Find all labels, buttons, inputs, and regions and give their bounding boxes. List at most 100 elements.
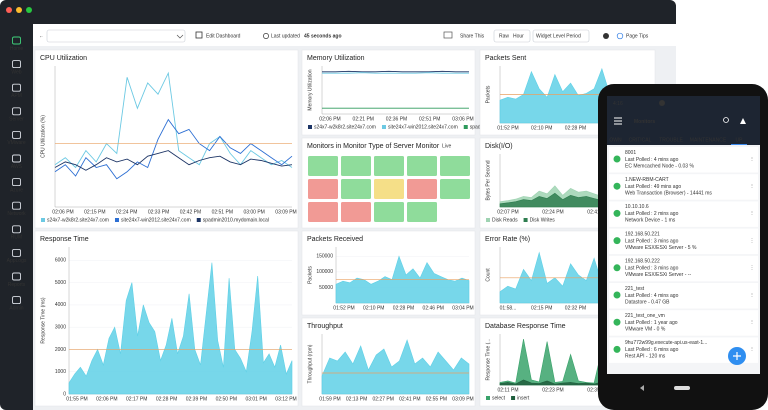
legend-label[interactable]: s24x7-w2k8r2.site24x7.com [314, 124, 376, 130]
tab[interactable]: CRITICAL [629, 137, 652, 143]
back-arrow[interactable]: ← [39, 33, 44, 39]
tv-icon[interactable] [443, 31, 453, 39]
monitor-tile[interactable] [374, 179, 404, 199]
monitor-tile[interactable] [407, 202, 437, 222]
item-menu[interactable]: ⋮ [750, 238, 755, 244]
search-icon[interactable] [723, 117, 729, 123]
area [321, 339, 470, 395]
widget-title: Response Time [40, 236, 89, 243]
item-menu[interactable]: ⋮ [750, 211, 755, 217]
item-menu[interactable]: ⋮ [750, 265, 755, 271]
x-tick-label: 02:11 PM [497, 387, 518, 393]
list-item[interactable] [609, 174, 758, 200]
legend-label[interactable]: Disk Writes [530, 217, 556, 223]
sidebar-icon[interactable] [12, 83, 21, 92]
monitor-tile[interactable] [308, 179, 338, 199]
list-item[interactable] [609, 310, 758, 336]
share-this[interactable]: Share This [460, 33, 485, 39]
sidebar-icon[interactable] [12, 201, 21, 210]
monitor-tile[interactable] [341, 156, 371, 176]
sidebar-icon[interactable] [12, 225, 21, 234]
item-menu[interactable]: ⋮ [750, 156, 755, 162]
page-tips[interactable]: Page Tips [626, 33, 649, 39]
legend-label[interactable]: insert [517, 395, 530, 401]
list-item[interactable] [609, 255, 758, 282]
last-updated: Last updated [271, 33, 300, 39]
widget-card [301, 49, 476, 136]
list-item[interactable] [609, 228, 758, 255]
sidebar-icon[interactable] [12, 272, 21, 281]
tab[interactable]: OWN [609, 137, 622, 143]
raw-hour-toggle[interactable] [493, 29, 531, 43]
legend-label[interactable]: Disk Reads [492, 217, 518, 223]
monitor-tile[interactable] [440, 156, 470, 176]
x-tick-label: 03:09 PM [452, 396, 473, 402]
legend-label[interactable]: select [492, 395, 506, 401]
sidebar-label[interactable]: Azure [10, 187, 23, 193]
sidebar-icon[interactable] [12, 60, 21, 69]
item-menu[interactable]: ⋮ [750, 347, 755, 353]
sidebar-icon[interactable] [12, 107, 21, 116]
list-item[interactable] [609, 201, 758, 227]
sidebar-label[interactable]: AppLogs [7, 258, 27, 264]
legend-label[interactable]: s24x7-w2k8r2.site24x7.com [47, 217, 109, 223]
sidebar-icon[interactable] [12, 130, 21, 139]
period-select[interactable] [532, 29, 590, 43]
legend-label[interactable]: site24x7-win2012.site24x7.com [121, 217, 191, 223]
item-menu[interactable]: ⋮ [750, 292, 755, 298]
nav-back[interactable] [640, 385, 644, 391]
sidebar-icon[interactable] [12, 296, 21, 305]
period-label[interactable]: Widget Level Period [536, 33, 581, 39]
sidebar-label[interactable]: VMware [7, 140, 26, 146]
sidebar-label[interactable]: Web [11, 69, 21, 75]
tab[interactable]: TROUBLE [659, 137, 683, 143]
sidebar-label[interactable]: Home [10, 46, 24, 52]
monitor-tile[interactable] [374, 202, 404, 222]
monitor-tile[interactable] [407, 179, 437, 199]
sidebar-label[interactable]: Server [9, 117, 24, 123]
tab[interactable]: MAINTENANCE [690, 137, 727, 143]
legend-label[interactable]: spadmin2010.mydomain.local [203, 217, 269, 223]
nav-home[interactable] [674, 386, 690, 390]
sidebar-icon[interactable] [12, 36, 21, 45]
sidebar-icon[interactable] [12, 154, 21, 163]
monitor-tile[interactable] [341, 202, 371, 222]
monitor-tile[interactable] [407, 156, 437, 176]
sidebar-label[interactable]: RUM [11, 235, 22, 241]
legend-label[interactable]: site24x7-win2012.site24x7.com [388, 124, 458, 130]
sidebar-label[interactable]: AWS [11, 164, 23, 170]
list-item[interactable] [609, 147, 758, 173]
sidebar-label[interactable]: APM [11, 93, 22, 99]
monitor-tile[interactable] [374, 156, 404, 176]
last-updated-ago: 45 seconds ago [304, 33, 342, 39]
bell-icon[interactable] [740, 118, 746, 124]
zoom-button[interactable] [26, 7, 32, 13]
monitor-tile[interactable] [341, 179, 371, 199]
sidebar-label[interactable]: Network [7, 211, 26, 217]
theme-toggle[interactable] [603, 33, 609, 39]
refresh-icon[interactable] [263, 33, 269, 39]
monitor-tile[interactable] [440, 179, 470, 199]
edit-dashboard[interactable]: Edit Dashboard [206, 33, 241, 39]
y-tick-label: 2000 [55, 347, 66, 353]
monitor-tile[interactable] [308, 202, 338, 222]
x-tick-label: 01:58... [500, 305, 517, 311]
menu-icon[interactable] [614, 117, 622, 125]
sidebar-icon[interactable] [12, 178, 21, 187]
close-button[interactable] [6, 7, 12, 13]
y-tick-label: 5000 [55, 280, 66, 286]
sidebar-label[interactable]: Reports [8, 282, 26, 288]
monitor-tile[interactable] [308, 156, 338, 176]
sidebar-label[interactable]: Admin [9, 305, 23, 311]
sidebar-icon[interactable] [12, 248, 21, 257]
raw-option[interactable]: Raw [499, 33, 509, 39]
item-menu[interactable]: ⋮ [750, 184, 755, 190]
list-item[interactable] [609, 283, 758, 309]
item-menu[interactable]: ⋮ [750, 320, 755, 326]
minimize-button[interactable] [16, 7, 22, 13]
dashboard-select[interactable] [46, 29, 186, 43]
hour-option[interactable]: Hour [513, 33, 524, 39]
tab[interactable]: UP [736, 137, 744, 143]
monitor-name: 192.168.50.221 [625, 231, 660, 237]
